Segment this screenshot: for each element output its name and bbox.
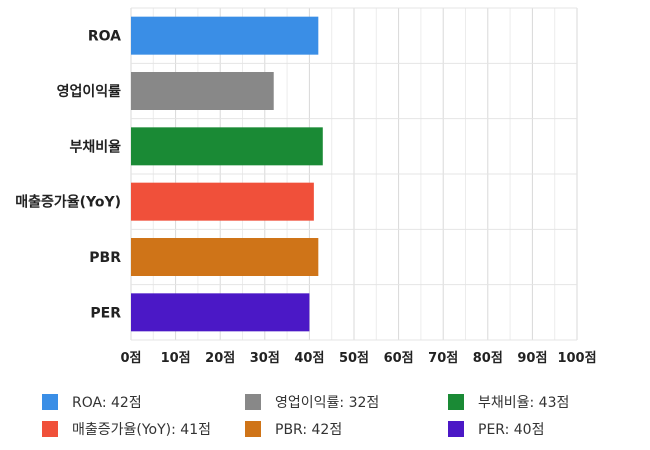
legend-swatch — [245, 394, 261, 410]
bar — [131, 293, 310, 332]
x-tick-label: 60점 — [384, 351, 414, 366]
legend-label: PER: 40점 — [478, 422, 545, 438]
x-tick-label: 10점 — [161, 351, 191, 366]
bar — [131, 72, 274, 110]
legend-item: PBR: 42점 — [245, 419, 342, 439]
x-tick-label: 30점 — [250, 351, 280, 366]
y-tick-label: ROA — [88, 29, 121, 45]
bar — [131, 182, 314, 221]
legend-item: 부채비율: 43점 — [448, 392, 569, 412]
legend-label: 영업이익률: 32점 — [275, 395, 380, 411]
legend-label: PBR: 42점 — [275, 422, 343, 438]
legend-item: ROA: 42점 — [42, 392, 142, 412]
x-tick-label: 20점 — [205, 351, 235, 366]
legend-swatch — [42, 394, 58, 410]
chart-grid — [130, 7, 578, 341]
x-tick-label: 90점 — [517, 351, 547, 366]
y-tick-label: PBR — [89, 250, 121, 266]
y-tick-label: 매출증가율(YoY) — [15, 194, 121, 211]
legend-swatch — [245, 421, 261, 437]
x-tick-label: 40점 — [294, 351, 324, 366]
x-tick-label: 50점 — [339, 351, 369, 366]
y-tick-label: 영업이익률 — [57, 83, 122, 100]
legend-item: PER: 40점 — [448, 419, 544, 439]
legend-label: 부채비율: 43점 — [478, 395, 570, 411]
x-tick-label: 80점 — [473, 351, 503, 366]
x-tick-label: 70점 — [428, 351, 458, 366]
legend-label: 매출증가율(YoY): 41점 — [72, 422, 211, 438]
y-tick-label: PER — [90, 305, 121, 321]
legend-swatch — [448, 394, 464, 410]
bar — [131, 127, 323, 166]
x-tick-label: 0점 — [120, 351, 141, 366]
x-tick-label: 100점 — [557, 351, 596, 366]
legend-label: ROA: 42점 — [72, 395, 142, 411]
y-tick-label: 부채비율 — [69, 138, 121, 155]
legend-swatch — [448, 421, 464, 437]
x-axis-labels: 0점 10점 20점 30점 40점 50점 60점 70점 80점 90점 100점 — [120, 351, 596, 366]
chart-bars — [131, 16, 323, 332]
legend-item: 영업이익률: 32점 — [245, 392, 379, 412]
bar — [131, 238, 319, 276]
legend-item: 매출증가율(YoY): 41점 — [42, 419, 211, 439]
bar — [131, 16, 319, 55]
legend-swatch — [42, 421, 58, 437]
